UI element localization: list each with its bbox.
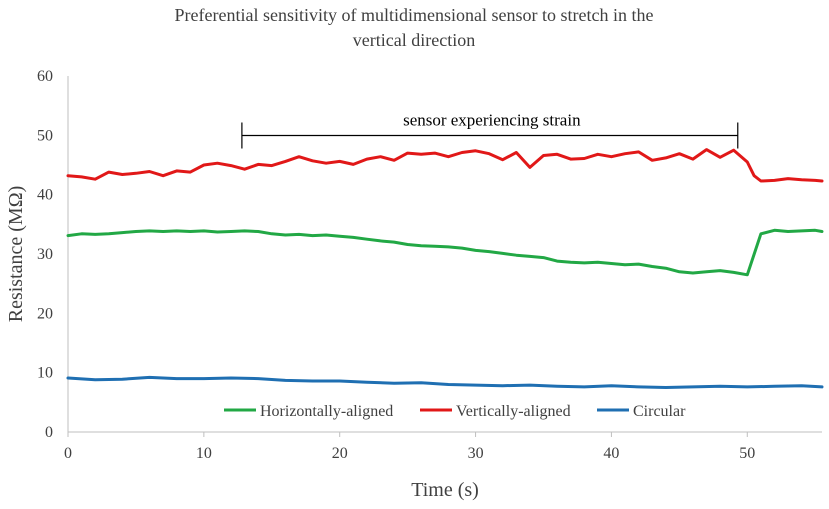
axis-ticks: 0 10 20 30 40 50 0 10 20 30 40 50 60 (37, 68, 755, 462)
series-line-vertically-aligned (66, 148, 824, 183)
series-line-horizontally-aligned (66, 228, 824, 277)
y-tick-label: 10 (37, 365, 53, 382)
y-tick-label: 0 (45, 424, 53, 441)
x-tick-label: 30 (468, 445, 484, 462)
chart-title-line-2: vertical direction (353, 30, 475, 50)
y-tick-label: 30 (37, 246, 53, 263)
legend: Horizontally-aligned Vertically-aligned … (224, 403, 686, 420)
legend-label-vertically-aligned: Vertically-aligned (456, 403, 571, 420)
y-tick-label: 20 (37, 305, 53, 322)
strain-annotation-label: sensor experiencing strain (403, 111, 581, 130)
chart-title-line-1: Preferential sensitivity of multidimensi… (175, 5, 654, 25)
series-layer (66, 148, 824, 389)
x-tick-label: 40 (603, 445, 619, 462)
strain-annotation: sensor experiencing strain (241, 111, 739, 149)
y-tick-label: 50 (37, 127, 53, 144)
y-axis-title: Resistance (MΩ) (5, 186, 27, 323)
y-tick-label: 60 (37, 68, 53, 85)
legend-label-horizontally-aligned: Horizontally-aligned (260, 403, 393, 420)
x-tick-label: 20 (332, 445, 348, 462)
legend-label-circular: Circular (633, 403, 686, 420)
x-tick-label: 10 (196, 445, 212, 462)
x-tick-label: 0 (64, 445, 72, 462)
series-line-circular (66, 375, 824, 389)
x-tick-label: 50 (739, 445, 755, 462)
y-tick-label: 40 (37, 187, 53, 204)
x-axis-title: Time (s) (411, 479, 479, 501)
plot-area: 0 10 20 30 40 50 0 10 20 30 40 50 60 sensor experien… (37, 68, 824, 462)
